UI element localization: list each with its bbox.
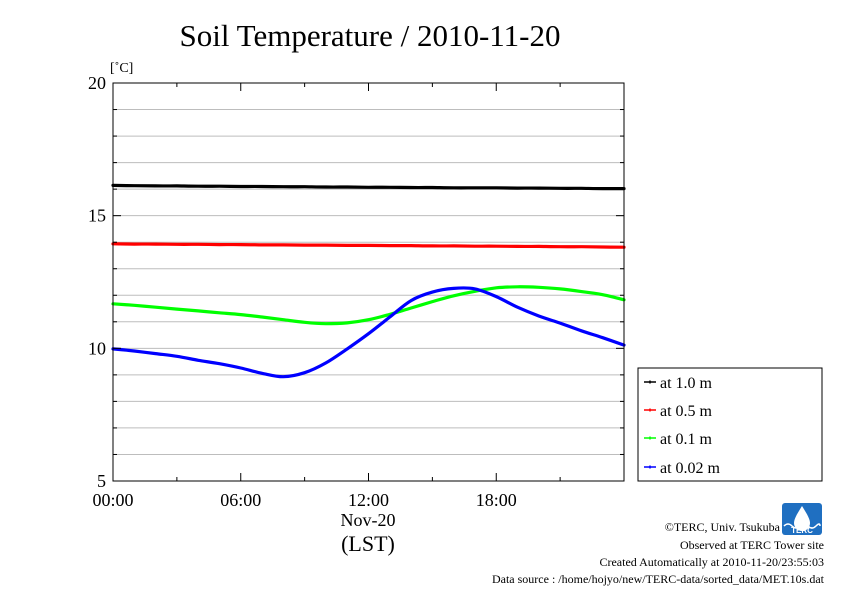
terc-logo: TERC	[782, 503, 822, 535]
legend-label: at 0.02 m	[660, 460, 721, 477]
legend-box	[637, 367, 823, 482]
legend-label: at 0.5 m	[660, 403, 713, 420]
data-source-text: Data source : /home/hojyo/new/TERC-data/…	[492, 572, 825, 586]
x-tick-labels: 00:00 06:00 12:00 18:00	[92, 490, 516, 510]
y-tick-labels: 5 10 15 20	[88, 73, 106, 491]
copyright-text: ©TERC, Univ. Tsukuba	[665, 520, 781, 534]
x-axis-label: (LST)	[341, 531, 395, 556]
x-tick-label: 18:00	[476, 490, 517, 510]
grid-lines	[113, 109, 624, 455]
axis-ticks	[112, 82, 625, 482]
x-tick-label: 12:00	[348, 490, 389, 510]
legend: at 1.0 m at 0.5 m at 0.1 m at 0.02 m	[637, 367, 823, 482]
chart-title: Soil Temperature / 2010-11-20	[180, 18, 561, 53]
legend-label: at 1.0 m	[660, 375, 713, 392]
x-date-label: Nov-20	[341, 510, 396, 530]
observed-text: Observed at TERC Tower site	[680, 538, 824, 552]
plot-frame	[112, 82, 625, 482]
x-tick-label: 00:00	[92, 490, 133, 510]
series-line-1	[111, 242, 626, 249]
legend-label: at 0.1 m	[660, 431, 713, 448]
logo-text: TERC	[791, 526, 813, 535]
series-line-3	[111, 286, 626, 379]
y-tick-label: 5	[97, 471, 106, 491]
y-tick-label: 20	[88, 73, 106, 93]
created-text: Created Automatically at 2010-11-20/23:5…	[599, 555, 824, 569]
wave-icon	[783, 523, 821, 529]
series-line-2	[111, 285, 626, 326]
y-tick-label: 10	[88, 338, 106, 358]
series-line-0	[111, 183, 626, 191]
x-tick-label: 06:00	[220, 490, 261, 510]
y-axis-unit-label: [˚C]	[110, 61, 133, 76]
series-layer	[111, 183, 626, 379]
y-tick-label: 15	[88, 206, 106, 226]
